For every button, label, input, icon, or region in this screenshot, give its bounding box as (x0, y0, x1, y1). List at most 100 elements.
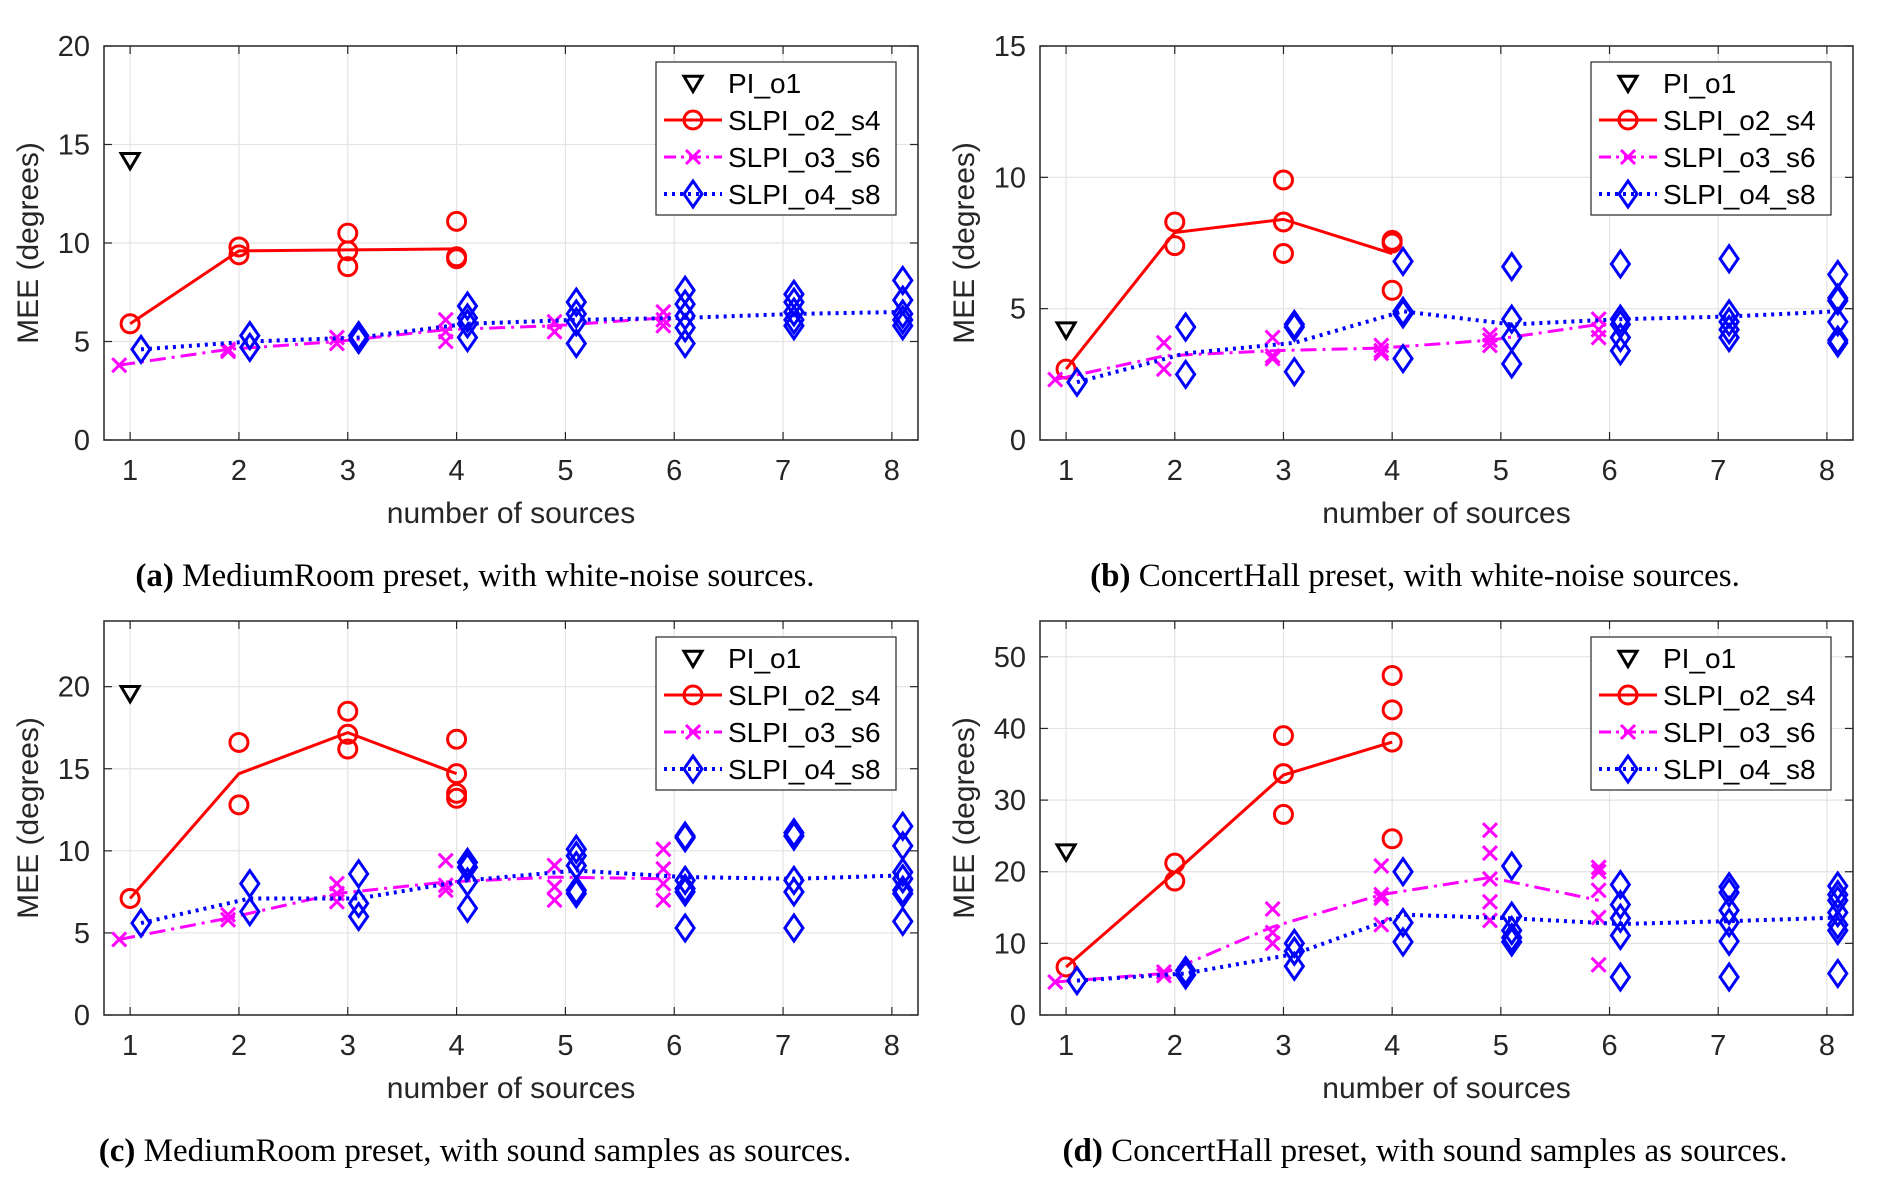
legend-label: PI_o1 (1663, 643, 1736, 674)
data-point (1481, 845, 1499, 862)
series-line (1076, 309, 1838, 385)
y-tick-label: 20 (58, 31, 90, 63)
data-point (1718, 876, 1740, 909)
x-stroke (1264, 329, 1281, 346)
x-stroke (1264, 900, 1281, 918)
data-point (1392, 906, 1414, 939)
legend-marker-x (684, 148, 702, 166)
legend-item: SLPI_o2_s4 (664, 680, 881, 711)
x-stroke (1590, 863, 1607, 880)
x-tick-label: 7 (775, 455, 791, 487)
data-point (674, 822, 696, 854)
caption-label-a: (a) (135, 558, 174, 594)
data-point (1373, 342, 1390, 359)
data-point (674, 312, 696, 344)
data-point (1392, 245, 1414, 278)
data-point (1174, 358, 1197, 390)
data-point (1826, 285, 1849, 317)
x-stroke (1264, 935, 1281, 952)
series-SLPI_o2_s4 (119, 210, 468, 335)
axes-box (103, 45, 919, 441)
data-point (437, 311, 454, 328)
data-point (437, 333, 454, 350)
data-point (1381, 828, 1403, 850)
data-point (1500, 303, 1523, 335)
data-point (1590, 329, 1607, 346)
data-point (437, 882, 454, 899)
data-point (456, 846, 479, 878)
data-point (1718, 894, 1740, 927)
x-stroke (655, 841, 672, 858)
data-point (1373, 916, 1390, 933)
x-tick-label: 6 (1601, 1030, 1617, 1062)
x-stroke (684, 723, 702, 741)
x-tick-label: 1 (122, 1030, 138, 1062)
y-axis-label: MEE (degrees) (12, 717, 45, 919)
data-point (1373, 890, 1390, 907)
data-point (655, 841, 672, 858)
legend-marker-circle (682, 109, 704, 131)
data-point (1500, 926, 1523, 958)
data-point (1500, 251, 1523, 283)
x-tick-label: 1 (1058, 1030, 1074, 1062)
data-point (446, 248, 468, 270)
caption-label-d: (d) (1062, 1133, 1103, 1169)
x-stroke (655, 875, 672, 892)
x-tick-label: 3 (340, 1030, 356, 1062)
caption-text-a: MediumRoom preset, with white-noise sour… (173, 558, 815, 594)
data-point (337, 240, 359, 262)
data-point (674, 872, 696, 905)
x-stroke (437, 333, 454, 350)
x-stroke (1481, 893, 1499, 910)
data-point (565, 833, 588, 865)
data-point (1047, 973, 1064, 991)
legend-item: SLPI_o2_s4 (1599, 680, 1816, 711)
data-point (337, 738, 359, 760)
data-point (1500, 850, 1523, 882)
legend-label: SLPI_o2_s4 (728, 105, 881, 136)
x-stroke (1373, 342, 1390, 359)
series-SLPI_o4_s8 (1066, 850, 1849, 997)
data-point (1392, 926, 1414, 958)
legend-label: PI_o1 (728, 68, 801, 99)
y-axis-label: MEE (degrees) (948, 142, 981, 344)
x-tick-label: 3 (1275, 455, 1291, 487)
series-PI_o1 (1054, 843, 1078, 864)
y-tick-label: 15 (58, 754, 90, 786)
legend-label: SLPI_o4_s8 (728, 754, 881, 785)
data-point (1283, 311, 1306, 343)
x-stroke (1590, 329, 1607, 346)
data-point (891, 863, 914, 895)
series-line (1065, 740, 1393, 969)
data-point (891, 874, 914, 906)
data-point (891, 310, 914, 342)
data-point (1392, 856, 1414, 888)
legend-marker-x (1619, 148, 1637, 166)
data-point (1264, 329, 1281, 346)
x-stroke (1481, 822, 1499, 839)
y-tick-label: 5 (74, 327, 90, 359)
data-point (655, 317, 672, 334)
legend-item: SLPI_o3_s6 (1599, 717, 1816, 748)
data-point (565, 286, 588, 318)
caption-b: (b) ConcertHall preset, with white-noise… (1030, 558, 1800, 595)
chart-a: 1 2 3 4 5 6 7 8 0 5 10 15 20 number of sources MEE (de… (12, 31, 919, 530)
x-stroke (111, 357, 128, 374)
x-stroke (655, 311, 672, 328)
y-tick-label: 10 (994, 928, 1026, 960)
data-point (655, 311, 672, 328)
legend-marker-diamond (1617, 178, 1639, 210)
legend-item: SLPI_o4_s8 (1599, 178, 1816, 210)
legend: PI_o1 SLPI_o2_s4 SLPI_o3_s6 SLPI_o4_s8 (655, 61, 897, 216)
legend: PI_o1 SLPI_o2_s4 SLPI_o3_s6 SLPI_o4_s8 (655, 636, 897, 791)
x-stroke (437, 852, 454, 869)
series-line (1064, 217, 1393, 371)
data-point (111, 357, 128, 374)
series-PI_o1 (118, 684, 142, 705)
legend-item: SLPI_o4_s8 (1599, 753, 1816, 785)
data-point (565, 306, 588, 338)
data-point (238, 895, 261, 928)
data-point (347, 323, 370, 356)
data-point (118, 684, 142, 705)
data-point (1272, 803, 1294, 825)
